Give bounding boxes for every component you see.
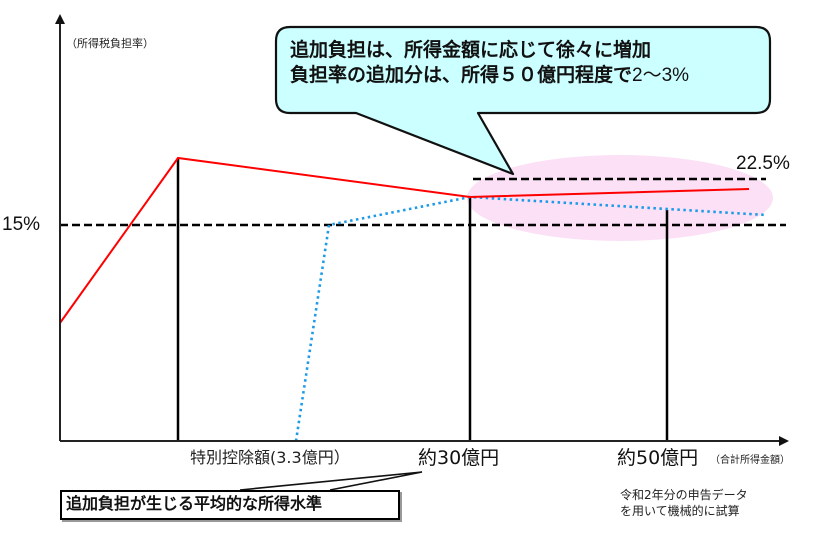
highlight-ellipse — [467, 155, 773, 241]
series-red — [59, 156, 750, 324]
avg-callout-pointer — [239, 471, 423, 491]
calculation-note: 令和2年分の申告データ を用いて機械的に試算 — [620, 487, 748, 519]
avg-callout-box — [60, 490, 400, 520]
x-tick-special-deduction: 特別控除額(3.3億円） — [190, 448, 350, 467]
note-line-2: を用いて機械的に試算 — [620, 504, 740, 518]
ref-label-15pct: 15% — [2, 214, 41, 235]
x-axis-label: （合計所得金額） — [710, 455, 790, 466]
series-blue-dotted — [294, 195, 767, 442]
note-line-1: 令和2年分の申告データ — [620, 488, 748, 502]
y-axis-arrow-icon — [55, 14, 65, 24]
callout-line-2-pct: 2〜3% — [632, 65, 690, 86]
x-axis-arrow-icon — [779, 436, 789, 446]
avg-callout-text: 追加負担が生じる平均的な所得水準 — [66, 494, 323, 513]
ref-label-22-5pct: 22.5% — [736, 153, 790, 174]
x-tick-50oku: 約50億円 — [617, 447, 699, 469]
y-axis-label: （所得税負担率） — [66, 37, 154, 50]
callout-line-2: 負担率の追加分は、所得５０億円程度で2〜3% — [290, 63, 689, 88]
callout-line-2-main: 負担率の追加分は、所得５０億円程度で — [290, 64, 633, 86]
callout-bubble — [274, 25, 772, 176]
callout-line-1: 追加負担は、所得金額に応じて徐々に増加 — [290, 39, 652, 61]
x-tick-30oku: 約30億円 — [418, 447, 500, 469]
callout-text: 追加負担は、所得金額に応じて徐々に増加 負担率の追加分は、所得５０億円程度で2〜… — [290, 38, 689, 88]
